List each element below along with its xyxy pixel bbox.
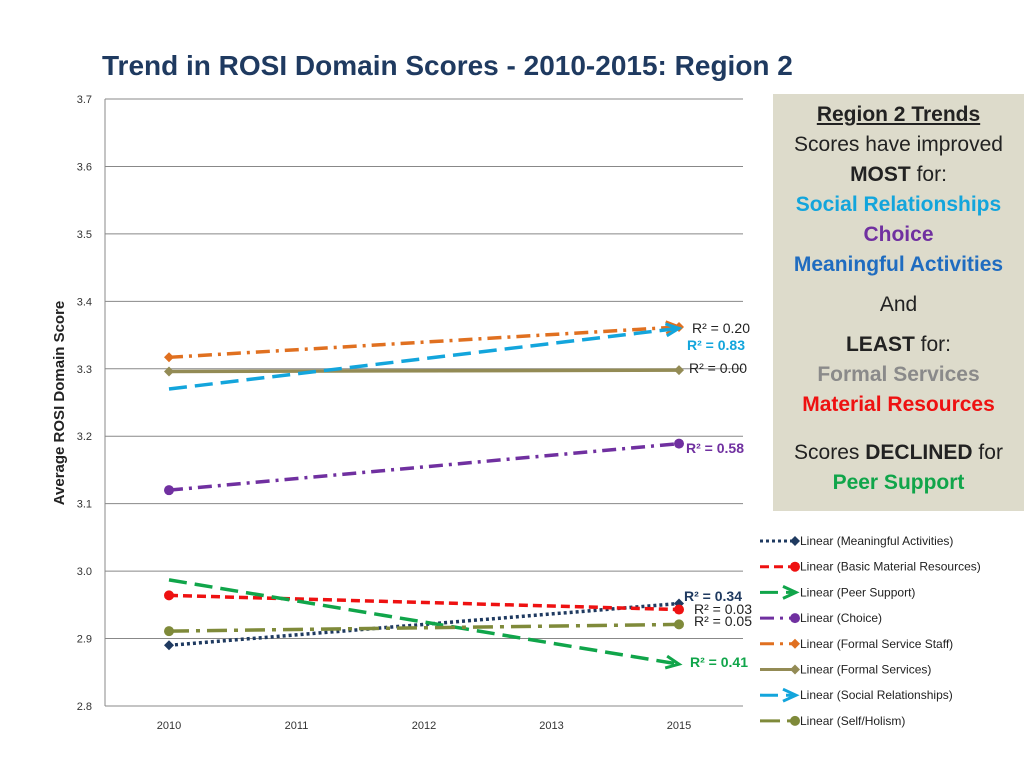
trend-end-marker-7 xyxy=(674,619,684,630)
y-tick-label: 3.4 xyxy=(77,296,92,308)
trend-line-3 xyxy=(168,441,680,492)
sidebar-most-suffix: for: xyxy=(910,163,947,186)
sidebar-declined-suffix: for xyxy=(972,441,1003,464)
sidebar-least-word: LEAST xyxy=(845,333,915,356)
legend-label-1: Linear (Basic Material Resources) xyxy=(800,560,981,574)
trend-end-marker-5 xyxy=(674,365,684,376)
trend-line-2 xyxy=(168,578,680,666)
r2-label-6: R² = 0.83 xyxy=(687,337,745,353)
legend-label-3: Linear (Choice) xyxy=(800,611,882,625)
x-tick-labels: 2010 2011 2012 2013 2015 xyxy=(157,720,691,732)
trend-line-4 xyxy=(168,325,680,360)
x-tick-label: 2010 xyxy=(157,720,181,732)
legend: Linear (Meaningful Activities) Linear (Ba… xyxy=(760,534,981,728)
y-tick-labels: 2.8 2.9 3.0 3.1 3.2 3.3 3.4 3.5 3.6 3.7 xyxy=(77,94,92,713)
trend-line-7 xyxy=(168,622,680,633)
y-tick-label: 3.0 xyxy=(77,566,92,578)
trend-start-marker-1 xyxy=(164,590,174,601)
y-tick-label: 3.6 xyxy=(77,161,92,173)
y-tick-label: 2.9 xyxy=(77,634,92,646)
trend-end-marker-3 xyxy=(674,438,684,449)
legend-marker-4 xyxy=(790,638,800,649)
chart-title: Trend in ROSI Domain Scores - 2010-2015:… xyxy=(102,50,793,81)
legend-label-5: Linear (Formal Services) xyxy=(800,663,931,677)
legend-arrow-6 xyxy=(782,687,800,703)
trend-start-marker-7 xyxy=(164,626,174,637)
sidebar-declined-prefix: Scores xyxy=(794,441,866,464)
r2-label-1: R² = 0.03 xyxy=(694,601,752,617)
x-tick-label: 2013 xyxy=(539,720,563,732)
legend-label-2: Linear (Peer Support) xyxy=(800,585,915,599)
legend-label-7: Linear (Self/Holism) xyxy=(800,714,905,728)
trend-arrow-6 xyxy=(664,322,683,338)
x-tick-label: 2015 xyxy=(667,720,691,732)
grid-lines xyxy=(105,98,743,707)
y-tick-label: 3.7 xyxy=(77,94,92,106)
legend-arrow-2 xyxy=(782,585,800,600)
trend-line-0 xyxy=(168,601,680,648)
sidebar-most-word: MOST xyxy=(850,163,911,186)
x-tick-label: 2012 xyxy=(412,720,436,732)
y-tick-label: 3.2 xyxy=(77,431,92,443)
legend-marker-0 xyxy=(790,536,800,546)
sidebar-declined-line: Scores DECLINED for xyxy=(773,438,1024,468)
legend-label-4: Linear (Formal Service Staff) xyxy=(800,637,953,651)
sidebar-heading: Region 2 Trends xyxy=(816,103,981,126)
legend-marker-3 xyxy=(790,613,800,624)
y-tick-label: 2.8 xyxy=(77,701,92,713)
trend-start-marker-3 xyxy=(164,485,174,496)
sidebar-item-formal: Formal Services xyxy=(817,363,980,386)
series-lines xyxy=(164,320,684,670)
y-tick-label: 3.5 xyxy=(77,229,92,241)
x-tick-label: 2011 xyxy=(285,720,309,732)
sidebar-item-social: Social Relationships xyxy=(795,193,1002,216)
sidebar-and: And xyxy=(879,293,918,316)
trend-line-5 xyxy=(168,368,680,374)
sidebar-declined-word: DECLINED xyxy=(865,441,973,464)
y-axis-label: Average ROSI Domain Score xyxy=(51,301,68,506)
legend-marker-1 xyxy=(790,561,800,572)
sidebar-item-peer: Peer Support xyxy=(832,471,965,494)
sidebar-item-choice: Choice xyxy=(863,223,934,246)
trend-arrow-2 xyxy=(664,654,683,670)
trend-line-1 xyxy=(168,593,680,612)
legend-label-0: Linear (Meaningful Activities) xyxy=(800,534,953,548)
trend-start-marker-0 xyxy=(164,640,174,651)
trends-sidebar: Region 2 Trends Scores have improved MOS… xyxy=(773,94,1024,511)
r2-label-0: R² = 0.34 xyxy=(684,588,742,604)
sidebar-least-suffix: for: xyxy=(914,333,952,356)
r2-label-7: R² = 0.05 xyxy=(694,613,752,629)
trend-start-marker-4 xyxy=(164,352,174,363)
sidebar-most-line: MOST for: xyxy=(773,160,1024,190)
sidebar-item-material: Material Resources xyxy=(802,393,995,416)
legend-label-6: Linear (Social Relationships) xyxy=(800,688,953,702)
legend-marker-7 xyxy=(790,715,800,726)
sidebar-item-meaningful: Meaningful Activities xyxy=(793,253,1004,276)
y-tick-label: 3.3 xyxy=(77,364,92,376)
trend-end-marker-1 xyxy=(674,604,684,615)
legend-marker-5 xyxy=(790,664,800,675)
r2-label-4: R² = 0.20 xyxy=(692,320,750,336)
sidebar-line-improved: Scores have improved xyxy=(794,133,1003,156)
y-tick-label: 3.1 xyxy=(77,499,92,511)
r2-label-5: R² = 0.00 xyxy=(689,360,747,376)
r2-label-2: R² = 0.41 xyxy=(690,654,748,670)
trend-start-marker-5 xyxy=(164,366,174,377)
trend-line-6 xyxy=(168,326,680,391)
sidebar-least-line: LEAST for: xyxy=(773,330,1024,360)
r2-label-3: R² = 0.58 xyxy=(686,440,744,456)
